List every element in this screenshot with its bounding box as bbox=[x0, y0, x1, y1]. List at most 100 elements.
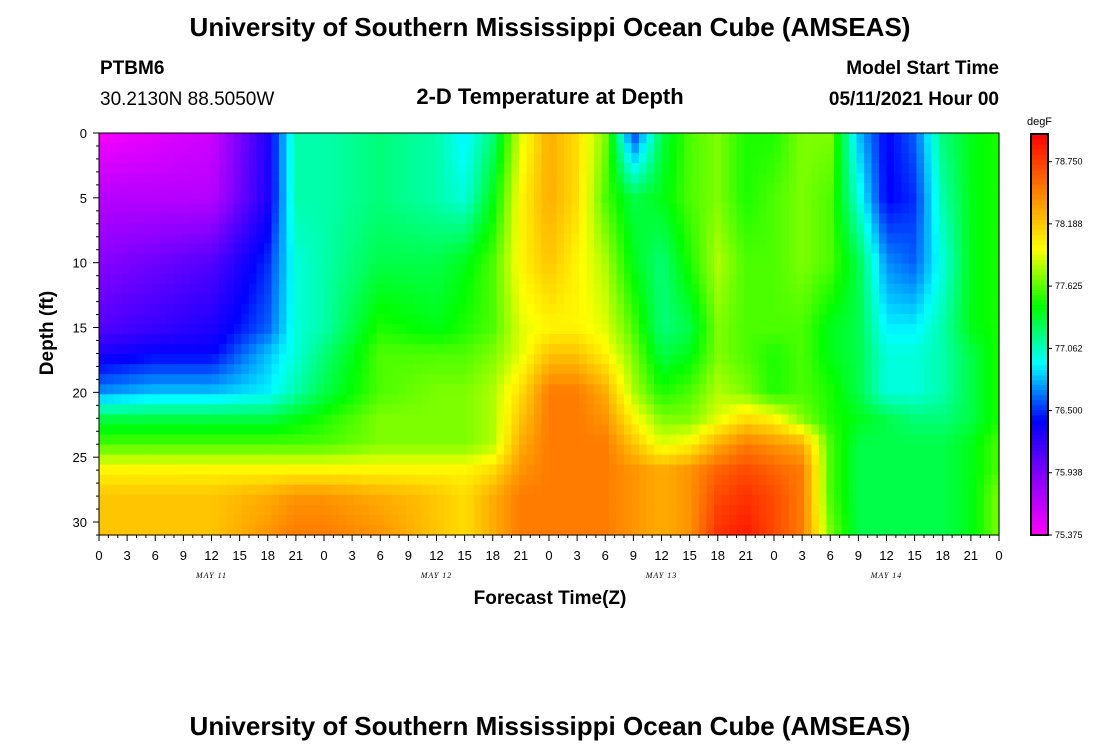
heatmap-cell bbox=[616, 454, 625, 466]
heatmap-cell bbox=[564, 273, 573, 285]
heatmap-cell bbox=[624, 273, 633, 285]
heatmap-cell bbox=[759, 223, 768, 235]
heatmap-cell bbox=[984, 323, 993, 335]
heatmap-cell bbox=[736, 524, 745, 536]
heatmap-cell bbox=[121, 293, 130, 305]
heatmap-cell bbox=[744, 323, 753, 335]
heatmap-cell bbox=[931, 273, 940, 285]
heatmap-cell bbox=[961, 484, 970, 496]
heatmap-cell bbox=[241, 313, 250, 325]
heatmap-cell bbox=[564, 223, 573, 235]
heatmap-cell bbox=[894, 474, 903, 486]
colorbar-segment bbox=[1031, 504, 1048, 511]
heatmap-cell bbox=[466, 163, 475, 174]
heatmap-cell bbox=[564, 484, 573, 496]
heatmap-cell bbox=[391, 364, 400, 375]
heatmap-cell bbox=[369, 323, 378, 335]
heatmap-cell bbox=[474, 183, 483, 194]
heatmap-cell bbox=[459, 133, 468, 144]
heatmap-cell bbox=[399, 344, 408, 355]
heatmap-cell bbox=[864, 323, 873, 335]
heatmap-cell bbox=[459, 354, 468, 365]
heatmap-cell bbox=[234, 334, 243, 345]
heatmap-cell bbox=[729, 384, 738, 395]
heatmap-cell bbox=[196, 374, 205, 385]
heatmap-cell bbox=[781, 384, 790, 395]
heatmap-cell bbox=[316, 133, 325, 144]
heatmap-cell bbox=[579, 464, 588, 476]
heatmap-cell bbox=[624, 303, 633, 315]
heatmap-cell bbox=[856, 143, 865, 154]
heatmap-cell bbox=[976, 354, 985, 365]
heatmap-cell bbox=[241, 213, 250, 225]
heatmap-cell bbox=[444, 293, 453, 305]
heatmap-cell bbox=[481, 384, 490, 395]
heatmap-cell bbox=[541, 364, 550, 375]
heatmap-cell bbox=[106, 213, 115, 225]
heatmap-cell bbox=[811, 313, 820, 325]
heatmap-cell bbox=[114, 394, 123, 405]
heatmap-cell bbox=[181, 273, 190, 285]
heatmap-cell bbox=[369, 454, 378, 466]
heatmap-cell bbox=[736, 384, 745, 395]
heatmap-cell bbox=[181, 464, 190, 476]
heatmap-cell bbox=[676, 364, 685, 375]
heatmap-cell bbox=[661, 524, 670, 536]
heatmap-cell bbox=[144, 374, 153, 385]
heatmap-cell bbox=[271, 313, 280, 325]
heatmap-cell bbox=[759, 334, 768, 345]
heatmap-cell bbox=[624, 414, 633, 426]
heatmap-cell bbox=[489, 213, 498, 225]
heatmap-cell bbox=[729, 364, 738, 375]
heatmap-cell bbox=[181, 243, 190, 255]
heatmap-cell bbox=[279, 163, 288, 174]
heatmap-cell bbox=[436, 484, 445, 496]
heatmap-cell bbox=[369, 494, 378, 506]
heatmap-cell bbox=[331, 183, 340, 194]
heatmap-cell bbox=[121, 504, 130, 516]
heatmap-cell bbox=[129, 283, 138, 295]
heatmap-cell bbox=[106, 173, 115, 184]
heatmap-cell bbox=[331, 354, 340, 365]
heatmap-cell bbox=[346, 474, 355, 486]
heatmap-cell bbox=[744, 203, 753, 214]
heatmap-cell bbox=[399, 263, 408, 275]
heatmap-cell bbox=[864, 354, 873, 365]
heatmap-cell bbox=[811, 193, 820, 204]
heatmap-cell bbox=[654, 374, 663, 385]
heatmap-cell bbox=[196, 253, 205, 265]
heatmap-cell bbox=[856, 213, 865, 225]
heatmap-cell bbox=[564, 233, 573, 245]
heatmap-cell bbox=[721, 424, 730, 436]
heatmap-cell bbox=[811, 484, 820, 496]
heatmap-cell bbox=[144, 193, 153, 204]
heatmap-cell bbox=[309, 494, 318, 506]
heatmap-cell bbox=[504, 273, 513, 285]
heatmap-cell bbox=[151, 263, 160, 275]
heatmap-cell bbox=[451, 464, 460, 476]
heatmap-cell bbox=[339, 173, 348, 184]
heatmap-cell bbox=[234, 484, 243, 496]
heatmap-cell bbox=[766, 434, 775, 446]
heatmap-cell bbox=[924, 153, 933, 164]
heatmap-cell bbox=[511, 404, 520, 415]
heatmap-cell bbox=[324, 133, 333, 144]
heatmap-cell bbox=[324, 394, 333, 405]
heatmap-cell bbox=[616, 263, 625, 275]
heatmap-cell bbox=[406, 484, 415, 496]
heatmap-cell bbox=[879, 374, 888, 385]
heatmap-cell bbox=[279, 484, 288, 496]
heatmap-cell bbox=[339, 193, 348, 204]
heatmap-cell bbox=[609, 233, 618, 245]
heatmap-cell bbox=[99, 364, 108, 375]
heatmap-cell bbox=[931, 414, 940, 426]
heatmap-cell bbox=[849, 364, 858, 375]
heatmap-cell bbox=[526, 193, 535, 204]
heatmap-cell bbox=[601, 143, 610, 154]
heatmap-cell bbox=[234, 344, 243, 355]
heatmap-cell bbox=[699, 494, 708, 506]
heatmap-cell bbox=[114, 464, 123, 476]
heatmap-cell bbox=[436, 223, 445, 235]
heatmap-cell bbox=[991, 313, 1000, 325]
heatmap-cell bbox=[121, 263, 130, 275]
